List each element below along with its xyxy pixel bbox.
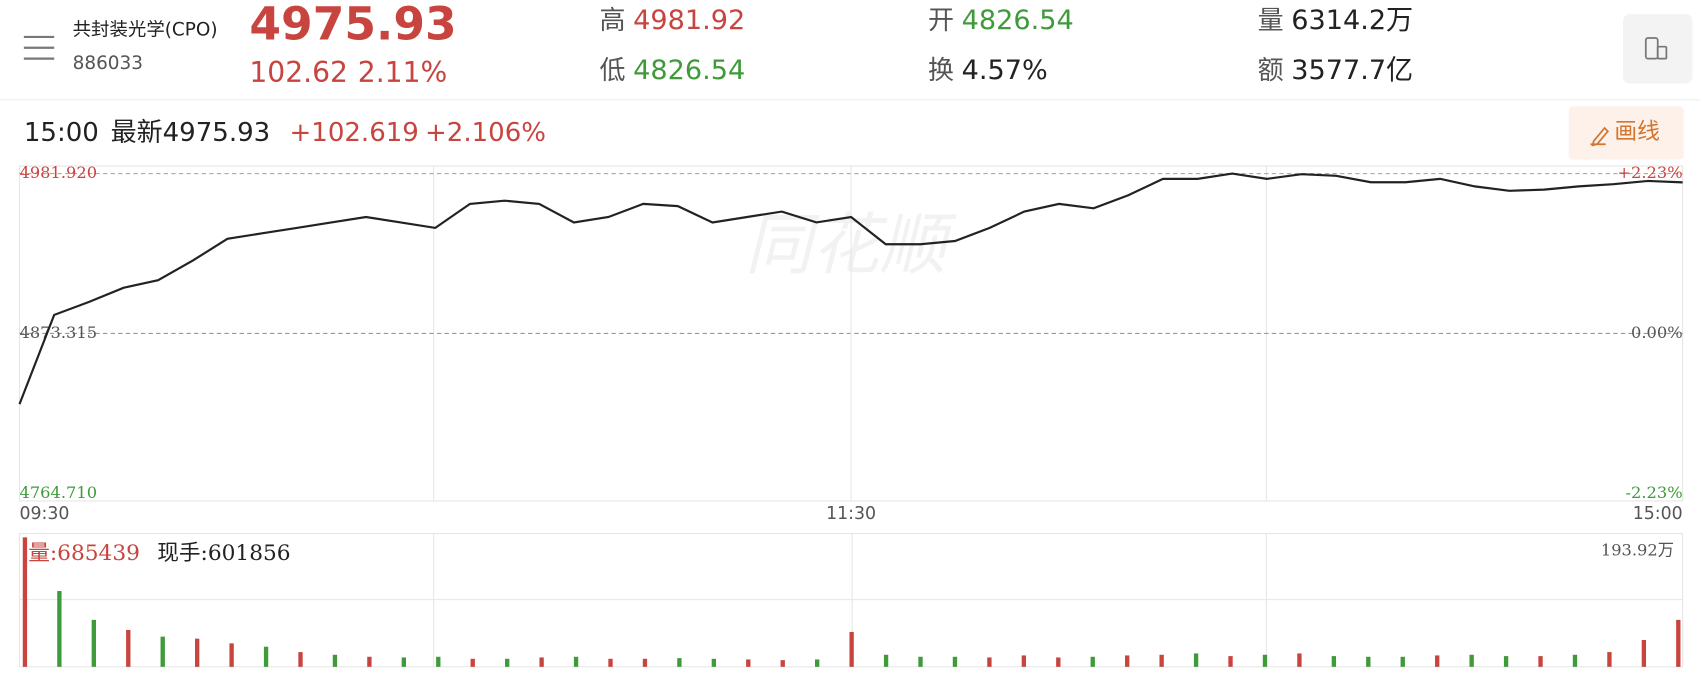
y2-tick-label: 0.00% bbox=[1631, 323, 1683, 342]
draw-button[interactable]: 画线 bbox=[1568, 106, 1684, 160]
volume-bar bbox=[1125, 655, 1130, 667]
x-tick-label: 09:30 bbox=[20, 504, 70, 524]
volume-bar bbox=[1193, 653, 1199, 667]
volume-bar bbox=[883, 654, 889, 667]
volume-bar bbox=[1469, 654, 1474, 667]
volume-bar bbox=[1435, 655, 1440, 667]
volume-bar bbox=[952, 656, 958, 667]
volume-bar bbox=[815, 659, 820, 667]
volume-bar bbox=[780, 660, 785, 667]
volume-bar bbox=[1021, 655, 1027, 667]
label: 低 bbox=[600, 56, 626, 86]
volume-bar bbox=[470, 658, 475, 667]
x-tick-label: 11:30 bbox=[826, 504, 876, 524]
volume-bar bbox=[711, 658, 717, 667]
volume-bar bbox=[746, 659, 751, 667]
volume-bar bbox=[642, 658, 648, 667]
label: 换 bbox=[928, 56, 954, 86]
stock-code: 886033 bbox=[73, 53, 143, 74]
value: 4826.54 bbox=[962, 5, 1074, 36]
volume-bar bbox=[608, 658, 613, 667]
volume-bar bbox=[194, 638, 200, 667]
volume-bar bbox=[1228, 656, 1233, 667]
y-tick-label: 4764.710 bbox=[20, 483, 98, 502]
info-latest: 最新4975.93 bbox=[111, 118, 271, 148]
info-change: +102.619 bbox=[289, 118, 418, 148]
price-line bbox=[18, 172, 1683, 405]
volume-bar bbox=[401, 657, 407, 667]
volume-bar bbox=[505, 658, 510, 667]
volume-bar bbox=[263, 646, 269, 667]
y2-tick-label: -2.23% bbox=[1626, 483, 1683, 502]
volume-bar bbox=[91, 619, 96, 667]
volume-bar bbox=[1641, 640, 1647, 667]
info-time: 15:00 bbox=[24, 118, 99, 148]
volume-label: 量:685439 bbox=[28, 541, 140, 566]
y-tick-label: 193.92万 bbox=[1601, 540, 1674, 559]
volume-bar bbox=[1297, 653, 1302, 667]
y2-tick-label: +2.23% bbox=[1617, 163, 1682, 182]
volume-bar bbox=[229, 643, 234, 667]
volume-bar bbox=[298, 652, 303, 667]
volume-bar bbox=[1607, 652, 1612, 667]
volume-bar bbox=[1676, 619, 1681, 667]
volume-bar bbox=[677, 658, 682, 667]
volume-bar bbox=[987, 657, 992, 667]
volume-bar bbox=[1056, 657, 1061, 667]
volume-bar bbox=[126, 629, 131, 667]
menu-icon[interactable] bbox=[23, 35, 55, 60]
value: 6314.2万 bbox=[1291, 5, 1413, 36]
volume-bar bbox=[1090, 656, 1095, 667]
volume-bar bbox=[160, 636, 165, 667]
volume-bar bbox=[1538, 656, 1543, 667]
y-tick-label: 4981.920 bbox=[20, 163, 98, 182]
device-button[interactable] bbox=[1623, 14, 1693, 84]
volume-bar bbox=[332, 654, 338, 667]
volume-bar bbox=[1262, 654, 1268, 667]
volume-bar bbox=[1331, 656, 1337, 667]
draw-button-label: 画线 bbox=[1614, 119, 1660, 145]
stock-name: 共封装光学(CPO) bbox=[73, 19, 218, 40]
volume-bar bbox=[436, 656, 441, 667]
volume-bar bbox=[367, 656, 372, 667]
volume-bar bbox=[849, 631, 854, 667]
volume-bar bbox=[57, 591, 62, 667]
value: 4981.92 bbox=[633, 5, 745, 36]
label: 开 bbox=[928, 6, 954, 36]
volume-bar bbox=[1159, 654, 1164, 667]
volume-bar bbox=[1503, 656, 1509, 667]
value: 4.57% bbox=[962, 55, 1048, 86]
value: 4826.54 bbox=[633, 55, 745, 86]
y-tick-label: 4873.315 bbox=[20, 323, 98, 342]
volume-bar bbox=[918, 656, 923, 667]
change-pct: 2.11% bbox=[358, 56, 448, 89]
volume-bar bbox=[1572, 654, 1578, 667]
x-tick-label: 15:00 bbox=[1633, 504, 1683, 524]
volume-bar bbox=[539, 657, 544, 667]
change: 102.62 bbox=[249, 56, 348, 89]
current-label: 现手:601856 bbox=[157, 541, 290, 566]
label: 量 bbox=[1258, 6, 1284, 36]
info-pct: +2.106% bbox=[425, 118, 546, 148]
label: 高 bbox=[600, 6, 626, 36]
price: 4975.93 bbox=[249, 0, 456, 51]
label: 额 bbox=[1258, 56, 1284, 86]
volume-bar bbox=[1366, 656, 1371, 667]
volume-bar bbox=[22, 537, 28, 667]
volume-bar bbox=[1400, 656, 1405, 667]
value: 3577.7亿 bbox=[1291, 55, 1413, 86]
volume-bar bbox=[573, 656, 579, 667]
